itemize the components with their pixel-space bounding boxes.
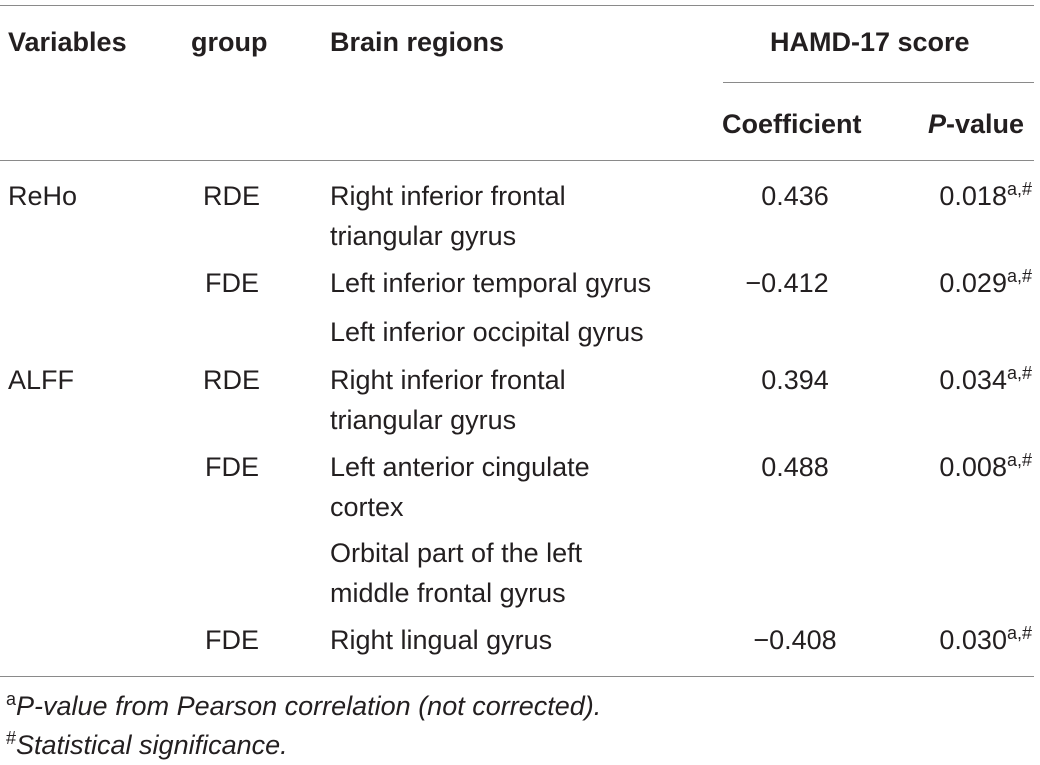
row-2-region-line1: Left inferior temporal gyrus [330,268,652,298]
footnote-a: aP-value from Pearson correlation (not c… [6,687,601,725]
row-2-pvalue: 0.029a,# [812,263,1032,303]
header-bottom-rule [0,160,1034,161]
row-4-pvalue: 0.034a,# [812,360,1032,400]
row-4-region-line2: triangular gyrus [330,405,517,435]
header-coefficient: Coefficient [722,109,862,139]
row-1-variable: ReHo [8,181,78,211]
table-bottom-rule [0,676,1034,677]
row-5-coefficient: 0.488 [761,452,829,482]
row-6-region-line1: Orbital part of the left [330,538,583,568]
row-7-region-line1: Right lingual gyrus [330,625,553,655]
row-6-region-line2: middle frontal gyrus [330,578,566,608]
row-5-group: FDE [205,452,259,482]
header-variables: Variables [8,27,127,57]
header-pvalue-rest: -value [946,109,1025,139]
top-rule [0,5,1034,6]
row-2-coefficient: −0.412 [745,268,829,298]
row-4-region-line1: Right inferior frontal [330,365,566,395]
row-7-group: FDE [205,625,259,655]
footnote-hash: #Statistical significance. [6,726,288,764]
row-1-pvalue: 0.018a,# [812,176,1032,216]
row-3-region-line1: Left inferior occipital gyrus [330,317,644,347]
footnote-a-marker: a [6,689,17,709]
row-1-group: RDE [203,181,261,211]
row-1-pvalue-number: 0.018 [939,181,1007,211]
footnote-hash-marker: # [6,728,17,748]
header-hamd-score: HAMD-17 score [770,27,970,57]
row-5-pvalue-number: 0.008 [939,452,1007,482]
header-pvalue: P-value [928,104,1024,144]
row-1-region-line1: Right inferior frontal [330,181,566,211]
row-7-coefficient: −0.408 [753,625,837,655]
row-4-pvalue-sup: a,# [1006,363,1032,383]
row-5-pvalue-sup: a,# [1006,450,1032,470]
row-1-coefficient: 0.436 [761,181,829,211]
row-5-region-line1: Left anterior cingulate [330,452,590,482]
header-pvalue-p: P [928,109,947,139]
row-4-variable: ALFF [8,365,75,395]
row-2-pvalue-number: 0.029 [939,268,1007,298]
row-7-pvalue-sup: a,# [1006,623,1032,643]
row-1-region-line2: triangular gyrus [330,221,517,251]
row-2-group: FDE [205,268,259,298]
footnote-a-text: P-value from Pearson correlation (not co… [16,691,602,721]
row-4-coefficient: 0.394 [761,365,829,395]
row-7-pvalue-number: 0.030 [939,625,1007,655]
row-7-pvalue: 0.030a,# [812,620,1032,660]
row-4-pvalue-number: 0.034 [939,365,1007,395]
header-group: group [191,27,268,57]
row-5-region-line2: cortex [330,492,404,522]
footnote-hash-text: Statistical significance. [16,730,288,760]
row-2-pvalue-sup: a,# [1006,266,1032,286]
row-1-pvalue-sup: a,# [1006,179,1032,199]
row-4-group: RDE [203,365,261,395]
header-brain-regions: Brain regions [330,27,505,57]
hamd-subheader-rule [723,82,1034,83]
row-5-pvalue: 0.008a,# [812,447,1032,487]
